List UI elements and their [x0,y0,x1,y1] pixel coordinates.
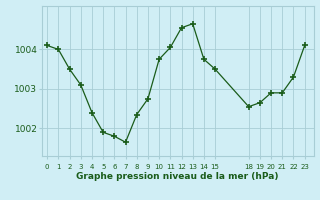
X-axis label: Graphe pression niveau de la mer (hPa): Graphe pression niveau de la mer (hPa) [76,172,279,181]
